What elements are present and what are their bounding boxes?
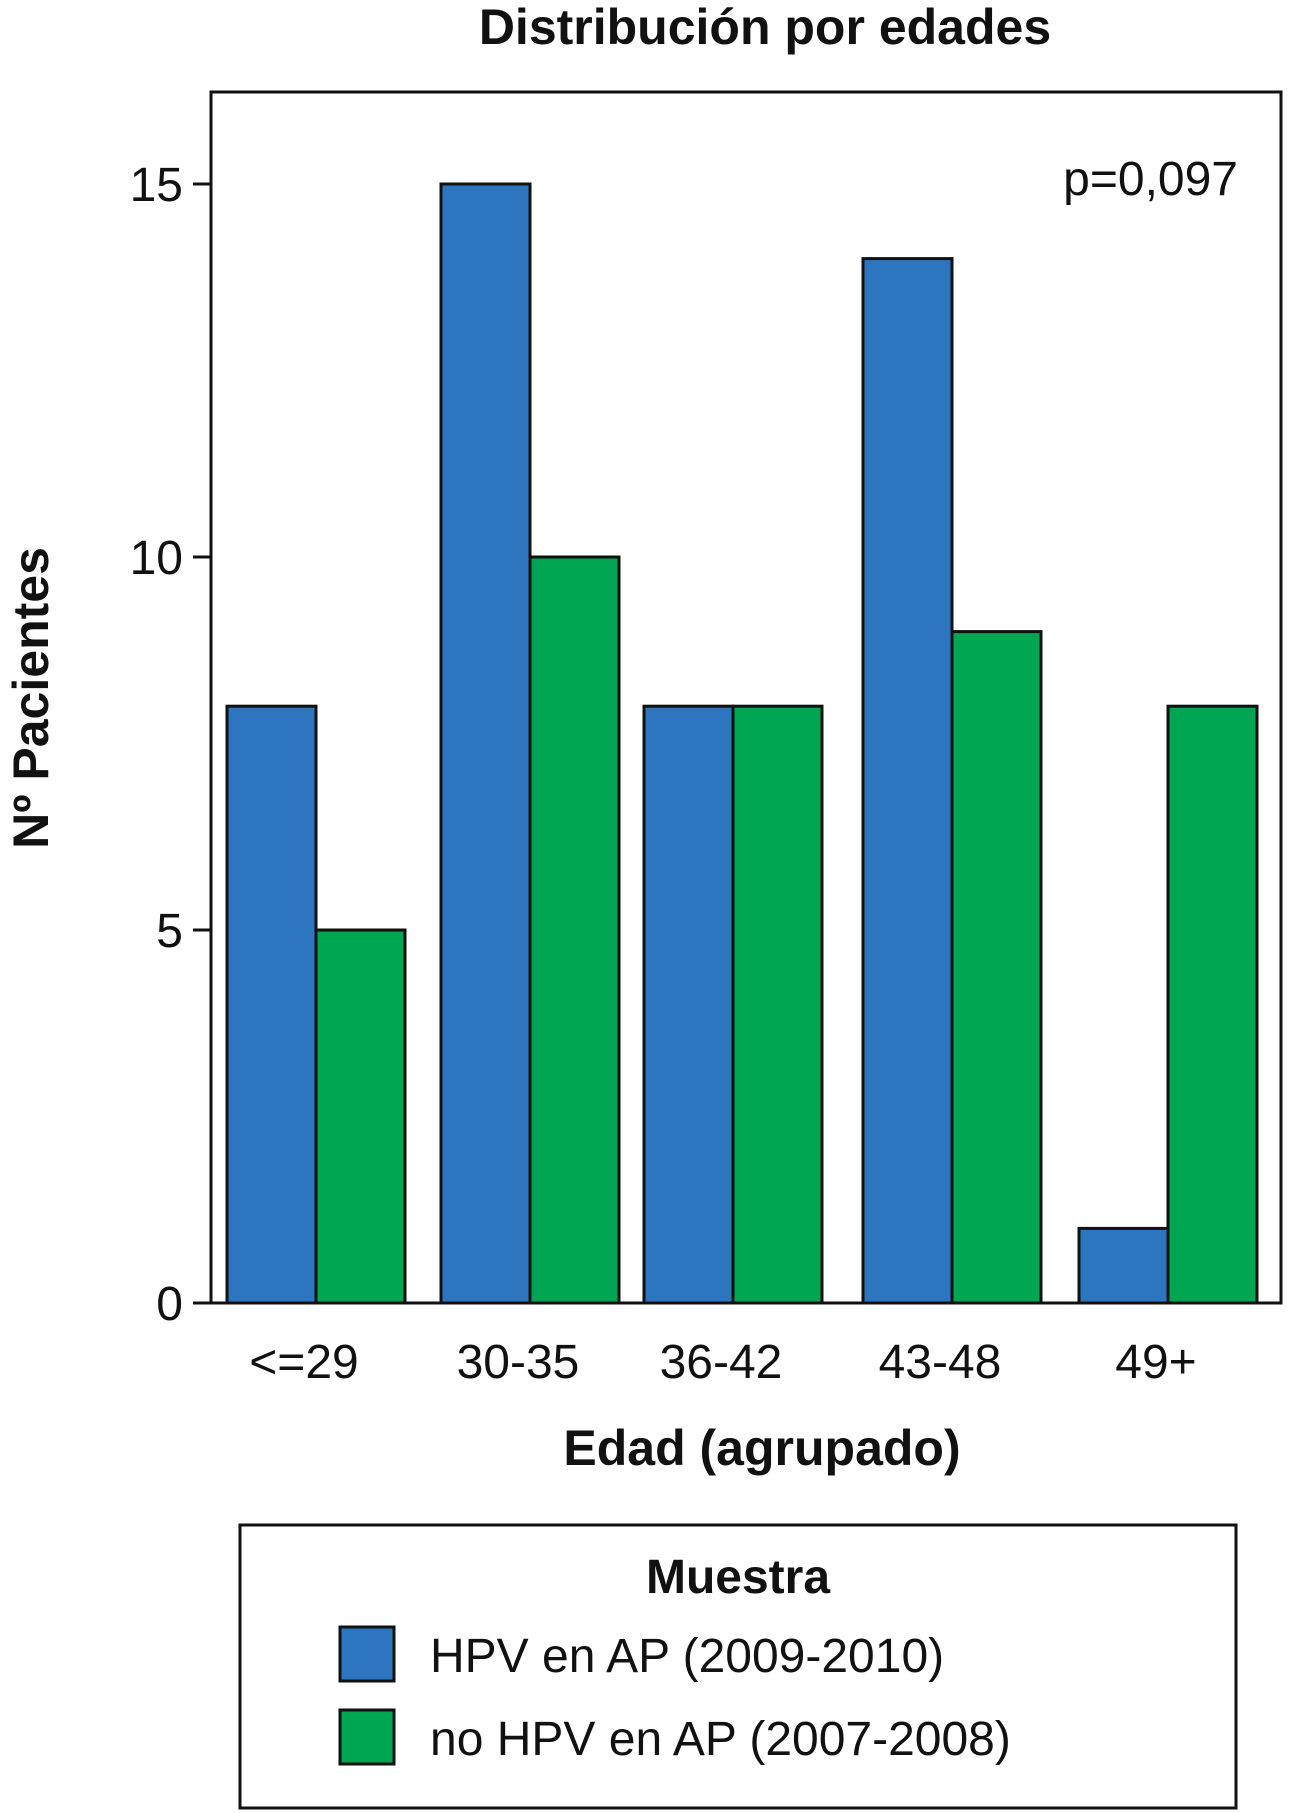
x-tick-label: <=29 <box>249 1336 358 1389</box>
chart-title: Distribución por edades <box>479 0 1051 55</box>
legend-box <box>238 1523 1238 1810</box>
bar-group <box>642 704 824 1305</box>
bar-hpv <box>225 704 318 1305</box>
legend-swatch <box>338 1708 396 1766</box>
legend: Muestra HPV en AP (2009-2010) no HPV en A… <box>238 1523 1238 1810</box>
x-tick-label: 36-42 <box>660 1336 783 1389</box>
y-tick-label: 5 <box>156 905 183 958</box>
legend-item: no HPV en AP (2007-2008) <box>338 1708 1011 1766</box>
legend-title: Muestra <box>646 1551 830 1604</box>
bar-no-hpv <box>1166 704 1259 1305</box>
bar-group <box>439 182 621 1305</box>
legend-swatch <box>338 1625 396 1683</box>
bar-hpv <box>861 257 954 1305</box>
bars <box>225 182 1259 1305</box>
y-tick-label: 10 <box>130 532 183 585</box>
x-tick-label: 49+ <box>1115 1336 1196 1389</box>
y-axis: 0 5 10 15 <box>130 159 211 1331</box>
y-tick-label: 15 <box>130 159 183 212</box>
bar-group <box>225 704 407 1305</box>
p-value-annotation: p=0,097 <box>1063 153 1238 206</box>
bar-hpv <box>642 704 735 1305</box>
bar-hpv <box>439 182 532 1305</box>
bar-no-hpv <box>314 928 407 1305</box>
legend-item: HPV en AP (2009-2010) <box>338 1625 944 1683</box>
bar-no-hpv <box>950 630 1043 1305</box>
legend-items: HPV en AP (2009-2010) no HPV en AP (2007-… <box>338 1625 1011 1766</box>
x-tick-label: 30-35 <box>457 1336 580 1389</box>
bar-group <box>1077 704 1259 1305</box>
bar-hpv <box>1077 1226 1170 1305</box>
bar-no-hpv <box>731 704 824 1305</box>
x-axis: <=29 30-35 36-42 43-48 49+ <box>249 1336 1196 1389</box>
x-axis-title: Edad (agrupado) <box>563 1420 960 1476</box>
legend-label: HPV en AP (2009-2010) <box>430 1630 944 1683</box>
y-axis-title: Nº Pacientes <box>3 547 59 849</box>
bar-no-hpv <box>528 555 621 1305</box>
legend-label: no HPV en AP (2007-2008) <box>430 1713 1011 1766</box>
x-tick-label: 43-48 <box>879 1336 1002 1389</box>
y-tick-label: 0 <box>156 1278 183 1331</box>
bar-group <box>861 257 1043 1305</box>
